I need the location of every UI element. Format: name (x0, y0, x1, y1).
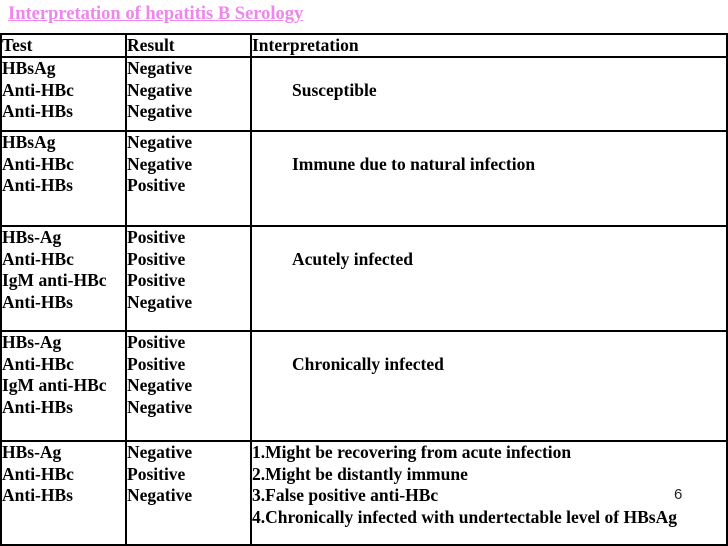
interpretation-text: Susceptible (292, 79, 377, 100)
result-value: Negative (127, 291, 193, 312)
table-header-row: Test Result Interpretation (0, 33, 728, 58)
interpretation-text: Acutely infected (292, 248, 414, 269)
test-name: HBsAg (2, 58, 56, 78)
test-cell: HBs-Ag Anti-HBc Anti-HBs (0, 440, 127, 546)
test-name: Anti-HBs (2, 101, 73, 121)
result-cell: Negative Negative Negative (125, 56, 252, 132)
result-cell: Negative Positive Negative (125, 440, 252, 546)
test-name: Anti-HBc (2, 353, 74, 374)
result-value: Negative (127, 58, 193, 78)
test-name: Anti-HBc (2, 153, 74, 174)
result-value: Negative (127, 396, 193, 417)
test-name: HBs-Ag (2, 227, 62, 247)
page-number: 6 (674, 486, 683, 503)
result-cell: Negative Negative Positive (125, 130, 252, 227)
column-header-test: Test (0, 33, 127, 58)
result-value: Positive (127, 248, 186, 269)
test-name: Anti-HBs (2, 396, 73, 417)
test-name: Anti-HBs (2, 175, 73, 195)
result-value: Negative (127, 485, 193, 505)
test-name: IgM anti-HBc (2, 270, 107, 290)
interpretation-text: 2.Might be distantly immune (252, 463, 468, 484)
result-value: Positive (127, 332, 186, 352)
test-name: Anti-HBc (2, 248, 74, 269)
test-name: HBs-Ag (2, 332, 62, 352)
result-value: Positive (127, 463, 186, 484)
table-row-susceptible: HBsAg Anti-HBc Anti-HBs Negative Negativ… (0, 56, 728, 132)
result-value: Negative (127, 442, 193, 462)
result-value: Positive (127, 227, 186, 247)
result-value: Negative (127, 375, 193, 395)
interpretation-cell: Acutely infected (250, 225, 728, 332)
test-cell: HBsAg Anti-HBc Anti-HBs (0, 56, 127, 132)
test-name: IgM anti-HBc (2, 375, 107, 395)
test-name: Anti-HBs (2, 291, 73, 312)
result-value: Negative (127, 132, 193, 152)
test-cell: HBs-Ag Anti-HBc IgM anti-HBc Anti-HBs (0, 330, 127, 442)
test-name: HBsAg (2, 132, 56, 152)
result-cell: Positive Positive Negative Negative (125, 330, 252, 442)
table-row-immune-natural: HBsAg Anti-HBc Anti-HBs Negative Negativ… (0, 130, 728, 227)
interpretation-text: 4.Chronically infected with undertectabl… (252, 506, 677, 527)
table-row-acutely-infected: HBs-Ag Anti-HBc IgM anti-HBc Anti-HBs Po… (0, 225, 728, 332)
slide-title: Interpretation of hepatitis B Serology (8, 4, 304, 24)
serology-table: Test Result Interpretation HBsAg Anti-HB… (0, 33, 728, 546)
result-value: Positive (127, 175, 186, 195)
interpretation-cell: Chronically infected (250, 330, 728, 442)
result-value: Positive (127, 353, 186, 374)
interpretation-cell: 1.Might be recovering from acute infecti… (250, 440, 728, 546)
result-value: Positive (127, 270, 186, 290)
column-header-result: Result (125, 33, 252, 58)
table-row-chronically-infected: HBs-Ag Anti-HBc IgM anti-HBc Anti-HBs Po… (0, 330, 728, 442)
result-cell: Positive Positive Positive Negative (125, 225, 252, 332)
test-name: Anti-HBc (2, 79, 74, 100)
table-row-isolated-anti-hbc: HBs-Ag Anti-HBc Anti-HBs Negative Positi… (0, 440, 728, 546)
test-cell: HBsAg Anti-HBc Anti-HBs (0, 130, 127, 227)
interpretation-text: 1.Might be recovering from acute infecti… (252, 442, 572, 462)
test-name: HBs-Ag (2, 442, 62, 462)
interpretation-text: Immune due to natural infection (292, 153, 536, 174)
column-header-interpretation: Interpretation (250, 33, 728, 58)
interpretation-text: Chronically infected (292, 353, 444, 374)
result-value: Negative (127, 101, 193, 121)
interpretation-text: 3.False positive anti-HBc (252, 485, 439, 505)
result-value: Negative (127, 153, 193, 174)
interpretation-cell: Immune due to natural infection (250, 130, 728, 227)
test-cell: HBs-Ag Anti-HBc IgM anti-HBc Anti-HBs (0, 225, 127, 332)
interpretation-cell: Susceptible (250, 56, 728, 132)
test-name: Anti-HBc (2, 463, 74, 484)
test-name: Anti-HBs (2, 485, 73, 505)
result-value: Negative (127, 79, 193, 100)
